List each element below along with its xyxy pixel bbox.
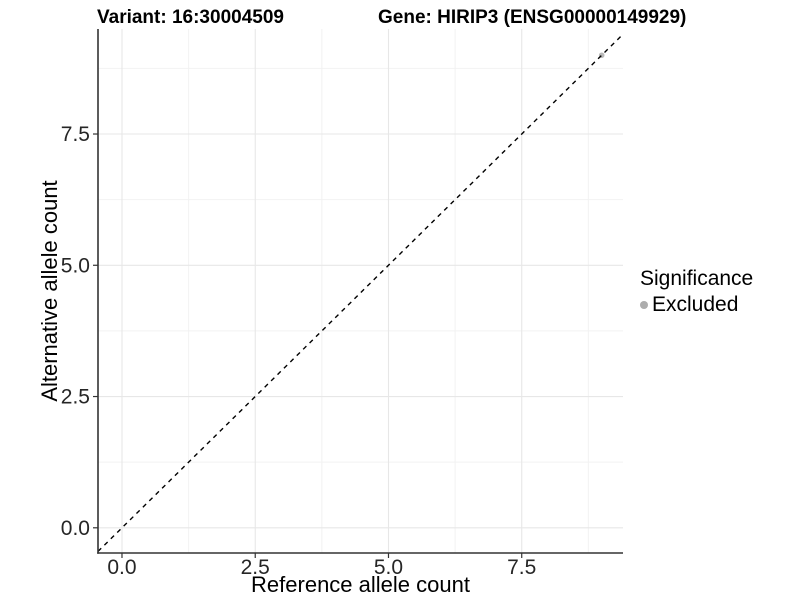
- x-axis-title: Reference allele count: [251, 572, 470, 597]
- y-tick-label: 0.0: [61, 517, 90, 540]
- legend-entry-excluded: Excluded: [640, 293, 753, 316]
- x-tick-label: 2.5: [241, 556, 270, 579]
- x-tick-label: 7.5: [507, 556, 536, 579]
- excluded-point-marker: [640, 300, 648, 309]
- y-tick-label: 5.0: [61, 254, 90, 277]
- y-tick-label: 7.5: [61, 123, 90, 146]
- gene-title: Gene: HIRIP3 (ENSG00000149929): [378, 7, 687, 28]
- x-tick-label: 5.0: [374, 556, 403, 579]
- y-tick-label: 2.5: [61, 386, 90, 409]
- legend: Significance Excluded: [640, 267, 753, 316]
- x-tick-label: 0.0: [107, 556, 136, 579]
- identity-reference-line: [97, 33, 624, 552]
- y-axis-title: Alternative allele count: [37, 180, 62, 402]
- variant-title: Variant: 16:30004509: [97, 7, 284, 28]
- legend-entry-label: Excluded: [652, 293, 739, 317]
- legend-title: Significance: [640, 267, 754, 290]
